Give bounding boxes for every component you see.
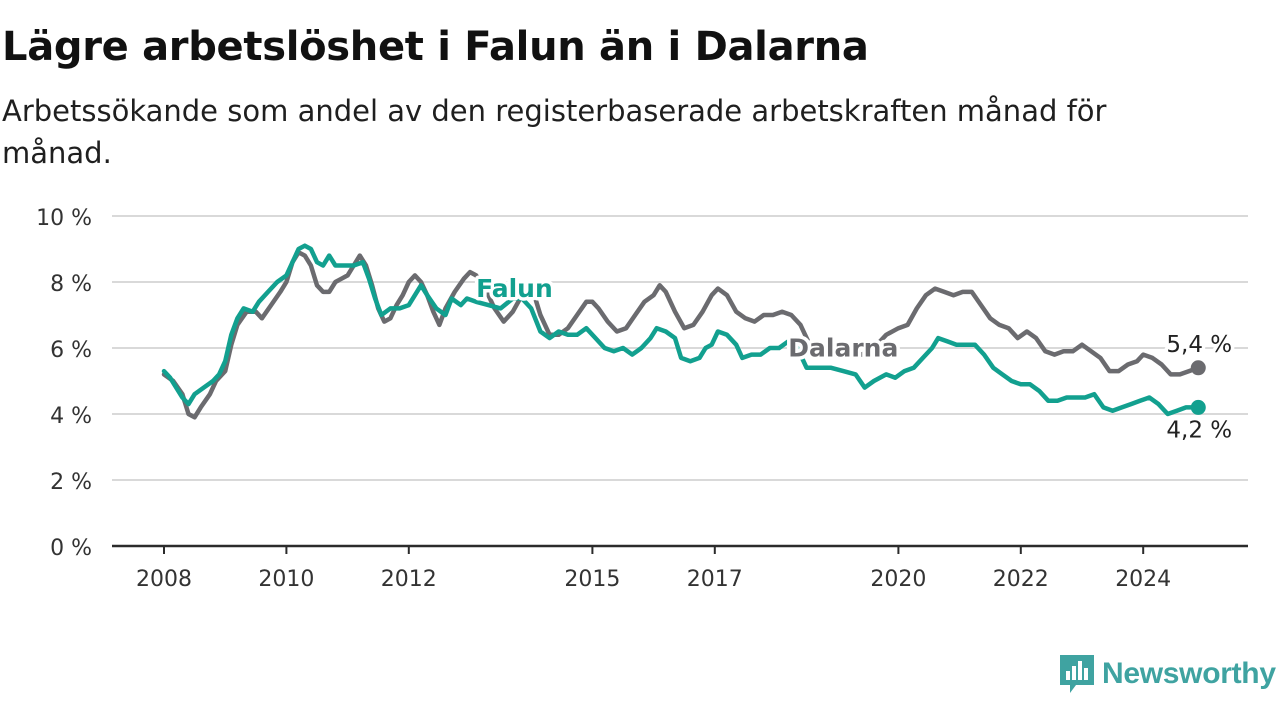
y-axis: 0 % 2 % 4 % 6 % 8 % 10 % (36, 206, 92, 561)
x-axis: 2008 2010 2012 2015 2017 2020 2022 2024 (112, 544, 1248, 592)
end-label-dalarna: 5,4 % (1166, 332, 1232, 358)
x-tick-label: 2010 (258, 567, 314, 592)
grid-lines (112, 215, 1248, 481)
y-tick-label: 4 % (50, 404, 92, 429)
y-tick-label: 8 % (50, 272, 92, 297)
x-tick-label: 2022 (993, 567, 1049, 592)
chart-subtitle: Arbetssökande som andel av den registerb… (2, 94, 1107, 170)
series-label-dalarna: Dalarna (788, 333, 898, 362)
newsworthy-chart-icon (1060, 655, 1094, 693)
y-tick-label: 10 % (36, 206, 92, 231)
y-tick-label: 0 % (50, 536, 92, 561)
end-point-dalarna (1190, 360, 1206, 376)
chart-title: Lägre arbetslöshet i Falun än i Dalarna (2, 24, 869, 70)
series-labels: Falun Dalarna 5,4 % 4,2 % (473, 270, 1236, 447)
series-lines (161, 243, 1206, 420)
x-tick-label: 2008 (136, 567, 192, 592)
series-line-falun (161, 243, 1201, 417)
y-tick-label: 2 % (50, 470, 92, 495)
x-tick-label: 2015 (564, 567, 620, 592)
end-label-falun: 4,2 % (1166, 417, 1232, 443)
x-tick-label: 2012 (381, 567, 437, 592)
x-tick-label: 2017 (687, 567, 743, 592)
end-point-falun (1190, 399, 1206, 415)
y-tick-label: 6 % (50, 338, 92, 363)
newsworthy-logo: Newsworthy (1060, 655, 1276, 693)
series-line-dalarna (161, 250, 1201, 420)
brand-name: Newsworthy (1102, 657, 1276, 690)
x-tick-label: 2020 (870, 567, 926, 592)
x-tick-label: 2024 (1115, 567, 1171, 592)
series-label-falun: Falun (476, 274, 553, 303)
